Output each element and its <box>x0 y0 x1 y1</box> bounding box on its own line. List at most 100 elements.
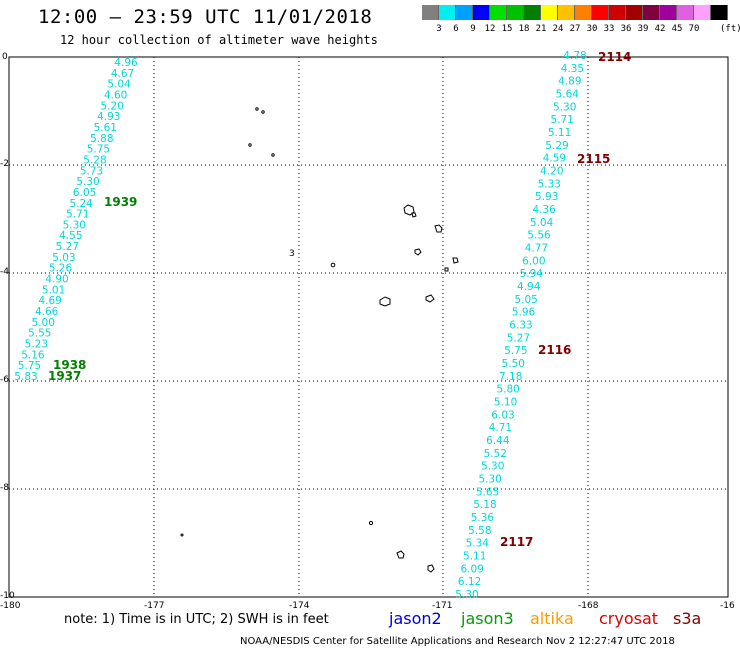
wave-height-label: 5.71 <box>550 114 573 126</box>
legend-swatch <box>592 5 609 20</box>
legend-label: 70 <box>688 24 700 34</box>
y-tick-label: -8 <box>0 483 9 493</box>
wave-height-label: 5.50 <box>502 358 525 370</box>
wave-height-label: 5.73 <box>80 165 103 177</box>
island <box>434 224 443 233</box>
wave-height-label: 5.03 <box>52 252 75 264</box>
legend-label: 39 <box>637 24 649 34</box>
map-title: 12:00 – 23:59 UTC 11/01/2018 <box>38 6 373 28</box>
legend-label: 3 <box>436 24 442 34</box>
legend-swatch <box>439 5 456 20</box>
wave-height-label: 5.33 <box>538 178 561 190</box>
island <box>248 143 252 147</box>
x-tick-label: -171 <box>432 601 453 611</box>
legend-swatch <box>575 5 592 20</box>
wave-height-label: 4.94 <box>517 281 541 293</box>
legend-label: 6 <box>453 24 459 34</box>
legend-swatch <box>456 5 473 20</box>
wave-height-label: 4.67 <box>111 68 134 80</box>
wave-height-label: 5.71 <box>66 209 89 221</box>
wave-height-label: 5.30 <box>553 101 576 113</box>
wave-height-label: 5.24 <box>69 198 93 210</box>
satellite-legend-item: jason3 <box>461 609 514 628</box>
altimeter-tracks: 4.964.675.044.605.204.935.615.885.755.28… <box>14 50 631 601</box>
legend-swatch <box>524 5 541 20</box>
wave-height-label: 5.00 <box>32 317 55 329</box>
wave-height-label: 5.20 <box>101 100 124 112</box>
wave-height-label: 4.55 <box>59 230 82 242</box>
wave-height-label: 5.93 <box>535 191 558 203</box>
legend-swatch <box>694 5 711 20</box>
legend-label: 21 <box>535 24 547 34</box>
x-tick-label: -168 <box>578 601 599 611</box>
x-tick-label: -174 <box>289 601 310 611</box>
wave-height-label: 6.05 <box>73 187 96 199</box>
island <box>414 248 422 256</box>
legend-swatch <box>422 5 439 20</box>
wave-height-label: 4.96 <box>114 57 138 69</box>
wave-height-label: 5.80 <box>496 384 519 396</box>
satellite-legend-item: cryosat <box>599 609 659 628</box>
wave-height-label: 5.61 <box>94 122 117 134</box>
wave-height-label: 6.09 <box>460 563 483 575</box>
y-tick-label: -2 <box>0 159 9 169</box>
wave-height-label: 5.05 <box>514 294 537 306</box>
island <box>368 520 374 526</box>
wave-height-label: 5.34 <box>466 538 490 550</box>
wave-height-label: 5.29 <box>545 140 568 152</box>
wave-height-label: 5.16 <box>21 349 45 361</box>
wave-height-label: 7.18 <box>499 371 522 383</box>
time-label: 2114 <box>598 50 631 64</box>
wave-height-label: 4.71 <box>489 422 512 434</box>
island <box>379 296 391 307</box>
legend-unit: (ft) <box>720 24 740 34</box>
legend-label: 12 <box>484 24 496 34</box>
y-tick-label: -10 <box>0 591 15 601</box>
wave-height-label: 5.30 <box>76 176 99 188</box>
legend-label: 42 <box>654 24 666 34</box>
legend-swatch <box>609 5 626 20</box>
legend-swatch <box>711 5 728 20</box>
time-label: 1938 <box>53 358 86 372</box>
footer-note: note: 1) Time is in UTC; 2) SWH is in fe… <box>64 612 329 627</box>
time-label: 2117 <box>500 535 533 549</box>
wave-height-label: 6.44 <box>486 435 510 447</box>
wave-height-label: 5.27 <box>56 241 79 253</box>
satellite-legend-item: altika <box>530 609 574 628</box>
wave-height-label: 4.20 <box>540 166 563 178</box>
wave-height-label: 5.11 <box>463 551 486 563</box>
island <box>396 550 405 559</box>
wave-height-label: 4.77 <box>525 243 548 255</box>
legend-swatch <box>677 5 694 20</box>
map-frame <box>8 56 729 598</box>
legend-swatch <box>626 5 643 20</box>
wave-height-label: 5.11 <box>548 127 571 139</box>
wave-height-label: 5.30 <box>455 589 478 601</box>
island-outlines <box>180 107 459 573</box>
island <box>255 107 259 111</box>
wave-height-label: 5.04 <box>107 79 131 91</box>
wave-height-label: 5.75 <box>504 345 527 357</box>
legend-label: 24 <box>552 24 564 34</box>
legend-label: 30 <box>586 24 598 34</box>
legend-swatch <box>643 5 660 20</box>
wave-height-label: 5.56 <box>527 230 551 242</box>
wave-height-label: 4.66 <box>35 306 59 318</box>
wave-height-label: 4.35 <box>561 63 584 75</box>
wave-height-label: 5.36 <box>471 512 495 524</box>
legend-swatch <box>490 5 507 20</box>
wave-height-label: 4.60 <box>104 89 127 101</box>
wave-height-label: 5.26 <box>49 263 73 275</box>
wave-height-label: 5.04 <box>530 217 554 229</box>
time-label: 2116 <box>538 343 571 357</box>
wave-height-label: 6.03 <box>491 409 514 421</box>
island <box>425 294 435 303</box>
wave-height-label: 5.23 <box>25 339 48 351</box>
legend-swatch <box>473 5 490 20</box>
legend-swatch <box>660 5 677 20</box>
wave-height-label: 5.30 <box>481 461 504 473</box>
y-tick-label: -6 <box>0 375 9 385</box>
legend-swatch <box>541 5 558 20</box>
wave-height-label: 5.64 <box>556 89 580 101</box>
